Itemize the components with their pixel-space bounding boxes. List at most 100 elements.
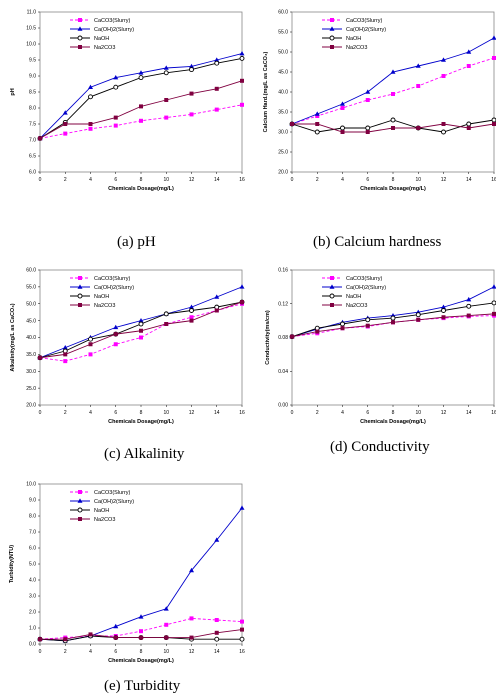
data-point xyxy=(240,56,244,60)
y-tick-label: 20.0 xyxy=(26,403,36,409)
data-point xyxy=(492,118,496,122)
data-point xyxy=(442,130,446,134)
legend-entry: Na2CO3 xyxy=(346,303,367,309)
data-point xyxy=(240,79,244,83)
x-tick-label: 2 xyxy=(64,410,67,416)
legend-marker xyxy=(78,294,82,298)
data-point xyxy=(139,104,143,108)
data-point xyxy=(240,620,244,624)
x-tick-label: 0 xyxy=(39,410,42,416)
data-point xyxy=(466,49,471,53)
legend-entry: NaOH xyxy=(346,36,361,42)
y-axis-label: Turbidity(NTU) xyxy=(9,545,15,583)
data-point xyxy=(492,35,496,39)
data-point xyxy=(139,322,143,326)
x-tick-label: 8 xyxy=(392,410,395,416)
legend-entry: NaOH xyxy=(94,508,109,514)
x-axis-label: Chemicals Dosage(mg/L) xyxy=(108,658,174,664)
x-tick-label: 12 xyxy=(441,410,447,416)
series-line xyxy=(292,58,494,124)
chart-caption: (a) pH xyxy=(117,234,156,250)
data-point xyxy=(63,122,67,126)
x-tick-label: 14 xyxy=(214,410,220,416)
x-tick-label: 10 xyxy=(163,177,169,183)
data-point xyxy=(215,637,219,641)
data-point xyxy=(89,122,93,126)
legend-entry: CaCO3(Slurry) xyxy=(346,18,383,24)
x-tick-label: 12 xyxy=(189,177,195,183)
y-tick-label: 55.0 xyxy=(26,285,36,291)
chart-1: 6.06.57.07.58.08.59.09.510.010.511.00 2 4 6… xyxy=(10,10,245,250)
data-point xyxy=(315,330,319,334)
plot-frame xyxy=(40,12,242,172)
legend-marker xyxy=(78,276,82,280)
data-point xyxy=(215,87,219,91)
y-tick-label: 25.0 xyxy=(278,150,288,156)
series-2 xyxy=(38,505,245,642)
x-tick-label: 14 xyxy=(466,177,472,183)
x-tick-label: 8 xyxy=(140,177,143,183)
chart-caption: (e) Turbidity xyxy=(104,678,181,694)
data-point xyxy=(366,126,370,130)
data-point xyxy=(89,95,93,99)
y-tick-label: 60.0 xyxy=(278,10,288,16)
data-point xyxy=(139,629,143,633)
legend-marker xyxy=(78,18,82,22)
data-point xyxy=(315,122,319,126)
data-point xyxy=(391,126,395,130)
x-tick-label: 0 xyxy=(39,649,42,655)
x-tick-label: 0 xyxy=(291,410,294,416)
legend-marker xyxy=(330,303,334,307)
data-point xyxy=(391,320,395,324)
data-point xyxy=(139,76,143,80)
y-tick-label: 11.0 xyxy=(27,10,37,16)
data-point xyxy=(164,322,168,326)
legend-marker xyxy=(78,36,82,40)
y-tick-label: 7.5 xyxy=(29,122,36,128)
chart-caption: (b) Calcium hardness xyxy=(313,234,441,250)
x-tick-label: 14 xyxy=(214,649,220,655)
series-4 xyxy=(38,300,244,360)
y-tick-label: 0.08 xyxy=(278,335,288,341)
data-point xyxy=(89,337,93,341)
data-point xyxy=(190,68,194,72)
data-point xyxy=(190,309,194,313)
y-tick-label: 0.04 xyxy=(278,369,288,375)
y-axis-label: Alkalinity(mg/L as CaCO₃) xyxy=(10,303,16,371)
legend-entry: Ca(OH)2(Slurry) xyxy=(94,499,134,505)
data-point xyxy=(290,122,294,126)
legend-marker xyxy=(330,294,334,298)
x-tick-label: 14 xyxy=(466,410,472,416)
y-tick-label: 5.0 xyxy=(29,562,36,568)
data-point xyxy=(114,124,118,128)
legend-entry: Na2CO3 xyxy=(94,45,115,51)
y-tick-label: 50.0 xyxy=(278,50,288,56)
y-tick-label: 35.0 xyxy=(278,110,288,116)
data-point xyxy=(215,108,219,112)
legend-marker xyxy=(330,45,334,49)
x-tick-label: 6 xyxy=(114,410,117,416)
x-tick-label: 8 xyxy=(140,410,143,416)
data-point xyxy=(442,315,446,319)
data-point xyxy=(114,85,118,89)
data-point xyxy=(341,126,345,130)
y-tick-label: 20.0 xyxy=(278,170,288,176)
y-tick-label: 3.0 xyxy=(29,594,36,600)
legend-marker xyxy=(78,303,82,307)
y-tick-label: 2.0 xyxy=(29,610,36,616)
y-tick-label: 25.0 xyxy=(26,386,36,392)
legend-entry: CaCO3(Slurry) xyxy=(94,18,131,24)
y-tick-label: 0.16 xyxy=(278,268,288,274)
x-tick-label: 2 xyxy=(64,649,67,655)
data-point xyxy=(467,126,471,130)
legend-marker xyxy=(78,490,82,494)
data-point xyxy=(240,103,244,107)
data-point xyxy=(240,505,245,509)
x-tick-label: 16 xyxy=(491,410,496,416)
legend-entry: CaCO3(Slurry) xyxy=(346,276,383,282)
data-point xyxy=(442,122,446,126)
y-tick-label: 6.5 xyxy=(29,154,36,160)
data-point xyxy=(366,318,370,322)
x-tick-label: 6 xyxy=(114,177,117,183)
y-axis-label: Conductivity(ms/cm) xyxy=(265,310,271,365)
